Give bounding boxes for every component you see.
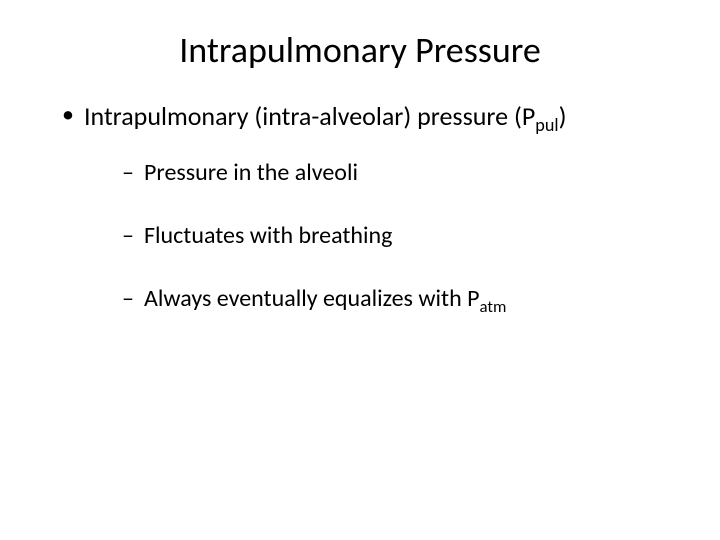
bullet-text-prefix: Always eventually equalizes with P [144,284,480,313]
bullet-text-prefix: Intrapulmonary (intra-alveolar) pressure… [84,100,535,132]
bullet-text-prefix: Fluctuates with breathing [144,221,392,250]
bullet-list-level1: Intrapulmonary (intra-alveolar) pressure… [40,100,680,313]
bullet-level2-item: Always eventually equalizes with Patm [122,284,680,313]
bullet-list-level2: Pressure in the alveoli Fluctuates with … [84,158,680,313]
bullet-text-suffix: ) [559,100,567,132]
slide-title: Intrapulmonary Pressure [40,28,680,72]
bullet-subscript: atm [480,296,507,317]
bullet-level2-item: Fluctuates with breathing [122,221,680,250]
bullet-level1-item: Intrapulmonary (intra-alveolar) pressure… [62,100,680,313]
bullet-level2-item: Pressure in the alveoli [122,158,680,187]
bullet-subscript: pul [535,114,558,136]
bullet-text-prefix: Pressure in the alveoli [144,158,358,187]
